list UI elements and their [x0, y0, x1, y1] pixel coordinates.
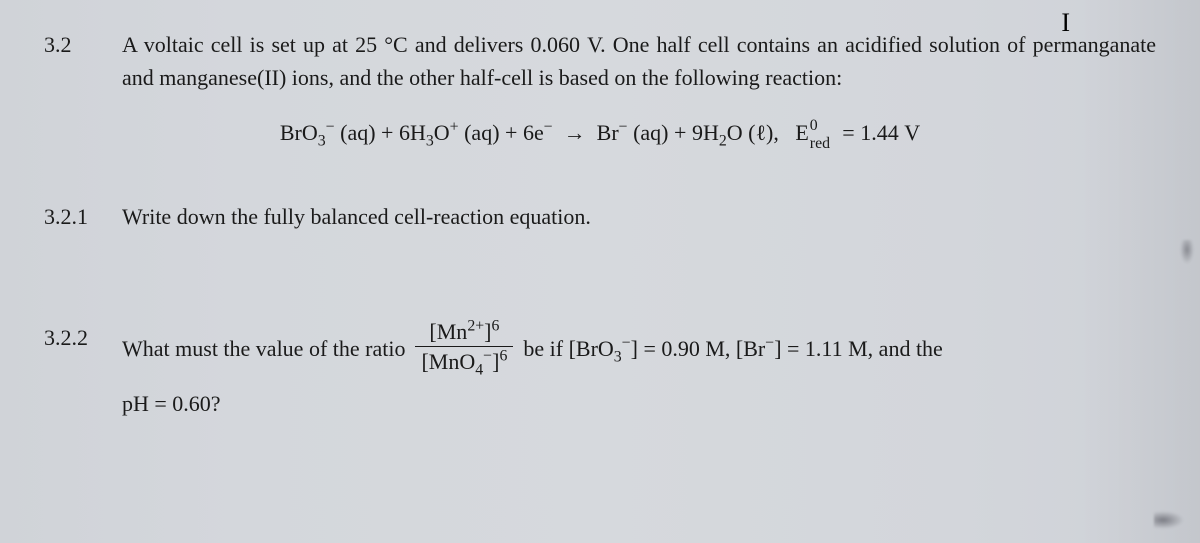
formula-part: BrO	[280, 120, 318, 145]
species-h3o: 6H3O+ (aq)	[399, 120, 505, 145]
coefficient: 6	[399, 120, 410, 145]
question-3-2: 3.2 A voltaic cell is set up at 25 °C an…	[44, 28, 1156, 94]
fraction-denominator: [MnO4−]6	[415, 347, 513, 374]
plus-sign: +	[674, 120, 686, 145]
question-3-2-1: 3.2.1 Write down the fully balanced cell…	[44, 200, 1156, 233]
tail-text: pH = 0.60?	[122, 387, 1156, 420]
formula-part: [MnO	[421, 349, 475, 374]
formula-part: O	[727, 120, 743, 145]
exponent: 6	[499, 348, 507, 365]
text-part: be if [BrO	[523, 336, 613, 361]
symbol-e: E	[795, 120, 808, 145]
coefficient: 9	[692, 120, 703, 145]
question-3-2-2: 3.2.2 What must the value of the ratio […	[44, 321, 1156, 420]
text-part: ] = 1.11 M, and the	[774, 336, 943, 361]
smudge-right	[1180, 240, 1194, 264]
state: (aq)	[464, 120, 499, 145]
subscript: 3	[318, 132, 326, 149]
text-part: ] = 0.90 M, [Br	[631, 336, 766, 361]
question-text: What must the value of the ratio [Mn2+]6…	[122, 321, 1156, 420]
formula-part: H	[410, 120, 426, 145]
subscript: 2	[719, 132, 727, 149]
formula-part: e	[534, 120, 544, 145]
question-number: 3.2	[44, 28, 122, 61]
arrow: →	[564, 120, 586, 145]
question-number: 3.2.1	[44, 200, 122, 233]
coefficient: 6	[523, 120, 534, 145]
superscript: −	[544, 119, 553, 136]
fraction-numerator: [Mn2+]6	[415, 319, 513, 347]
formula-part: [Mn	[429, 319, 467, 344]
plus-sign: +	[381, 120, 393, 145]
superscript: −	[622, 335, 631, 352]
state: (aq)	[340, 120, 375, 145]
subscript: 4	[475, 362, 483, 379]
formula-part: H	[703, 120, 719, 145]
superscript: −	[765, 335, 774, 352]
superscript: −	[483, 348, 492, 365]
species-h2o: 9H2O (ℓ)	[692, 120, 773, 145]
lead-text: What must the value of the ratio	[122, 328, 405, 370]
superscript: +	[450, 119, 459, 136]
superscript: −	[326, 119, 335, 136]
subscript: 3	[614, 348, 622, 365]
superscript: 2+	[467, 318, 484, 335]
species-br: Br− (aq)	[597, 120, 674, 145]
question-text: Write down the fully balanced cell-react…	[122, 200, 1156, 233]
potential-value: 1.44 V	[860, 120, 920, 145]
equals-sign: =	[842, 120, 854, 145]
text-cursor: I	[1061, 8, 1070, 38]
comma: ,	[773, 120, 779, 145]
plus-sign: +	[505, 120, 517, 145]
state: (ℓ)	[748, 120, 773, 145]
subscript: 3	[426, 132, 434, 149]
condition-text: be if [BrO3−] = 0.90 M, [Br−] = 1.11 M, …	[523, 328, 942, 370]
formula-part: O	[434, 120, 450, 145]
formula-part: Br	[597, 120, 619, 145]
standard-potential: E0red = 1.44 V	[795, 120, 920, 145]
question-number: 3.2.2	[44, 321, 122, 354]
state: (aq)	[633, 120, 668, 145]
half-reaction-equation: BrO3− (aq) + 6H3O+ (aq) + 6e− → Br− (aq)…	[44, 120, 1156, 146]
exponent: 6	[491, 318, 499, 335]
smudge-bottom-right	[1154, 511, 1184, 529]
ratio-fraction: [Mn2+]6 [MnO4−]6	[415, 319, 513, 375]
superscript: −	[619, 119, 628, 136]
species-bro3: BrO3− (aq)	[280, 120, 381, 145]
electrons: 6e−	[523, 120, 558, 145]
question-text: A voltaic cell is set up at 25 °C and de…	[122, 28, 1156, 94]
